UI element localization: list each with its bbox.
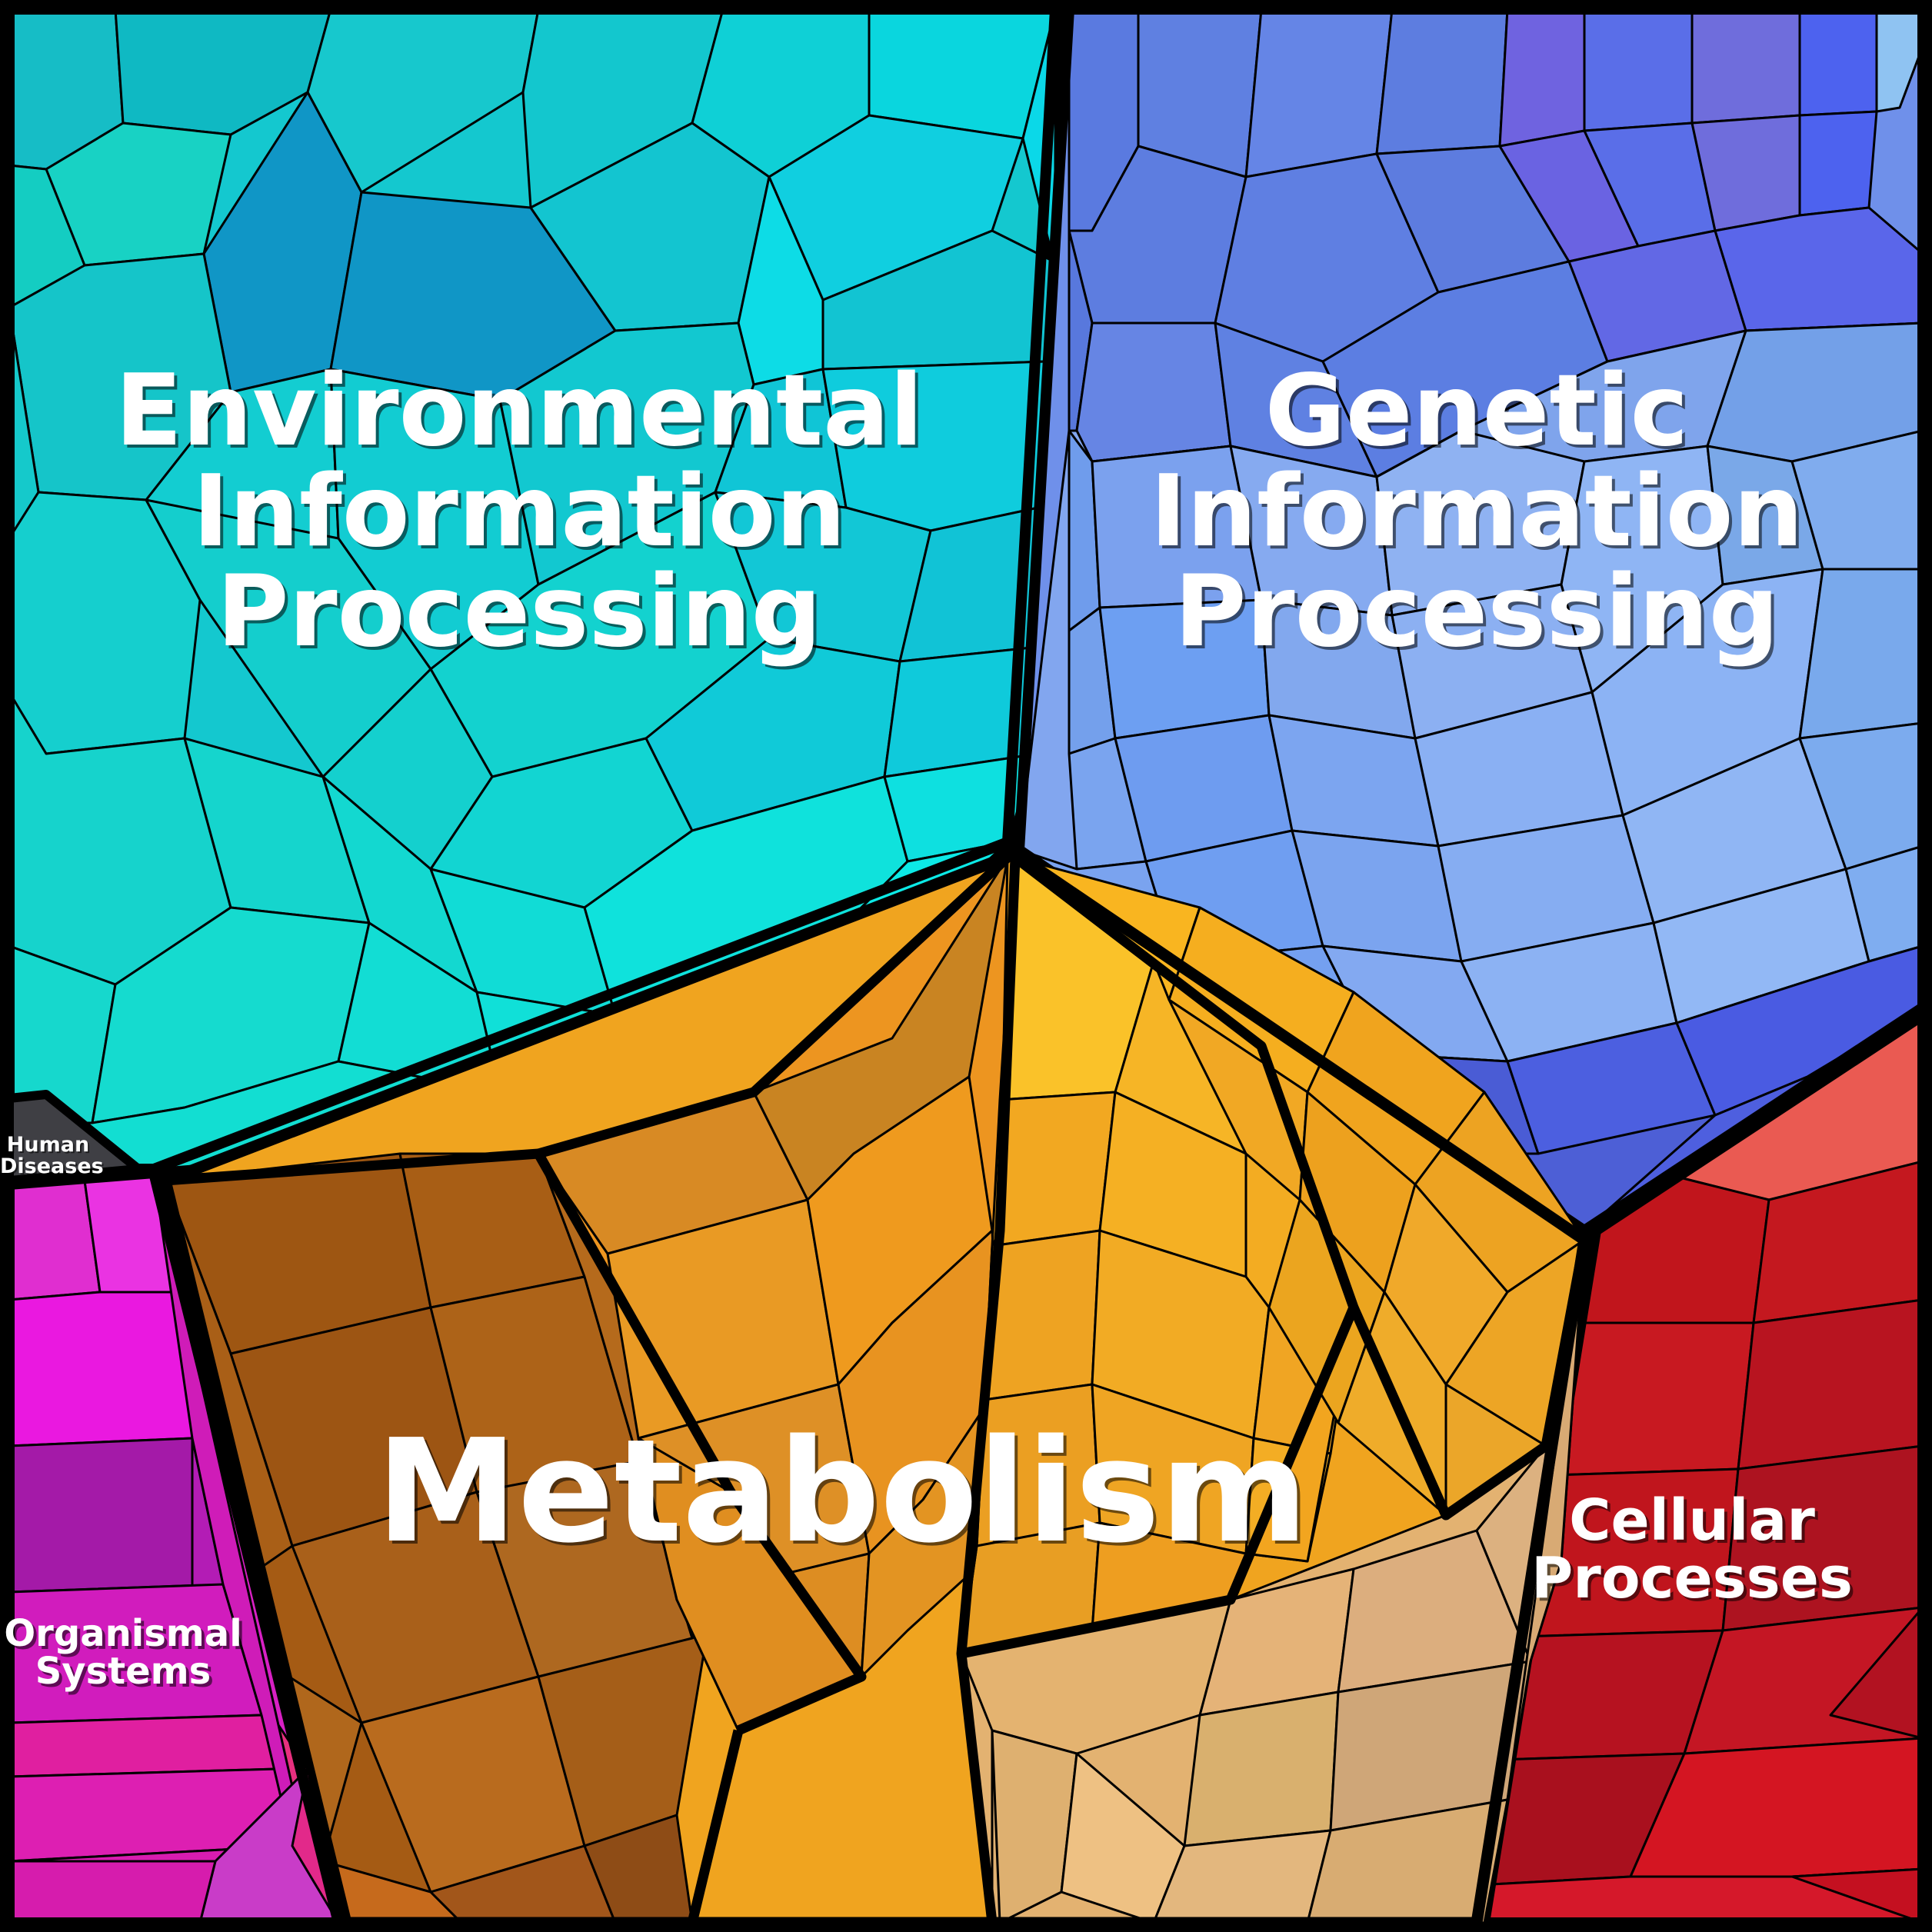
region-organismal-systems[interactable] [9, 1168, 344, 1923]
region-environmental-information-processing[interactable] [9, 9, 1061, 1174]
region-cellular-processes[interactable] [1452, 1010, 1923, 1923]
region-metabolism[interactable] [159, 848, 1591, 1923]
